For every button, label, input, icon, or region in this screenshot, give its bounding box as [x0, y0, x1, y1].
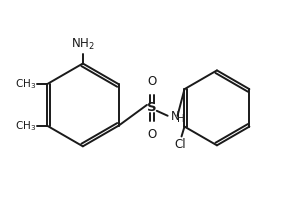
Text: CH$_3$: CH$_3$	[15, 77, 36, 91]
Text: Cl: Cl	[175, 138, 186, 151]
Text: O: O	[147, 128, 156, 141]
Text: S: S	[147, 101, 157, 114]
Text: N: N	[171, 110, 179, 123]
Text: CH$_3$: CH$_3$	[15, 119, 36, 133]
Text: H: H	[177, 114, 184, 124]
Text: NH$_2$: NH$_2$	[71, 37, 95, 52]
Text: O: O	[147, 75, 156, 88]
